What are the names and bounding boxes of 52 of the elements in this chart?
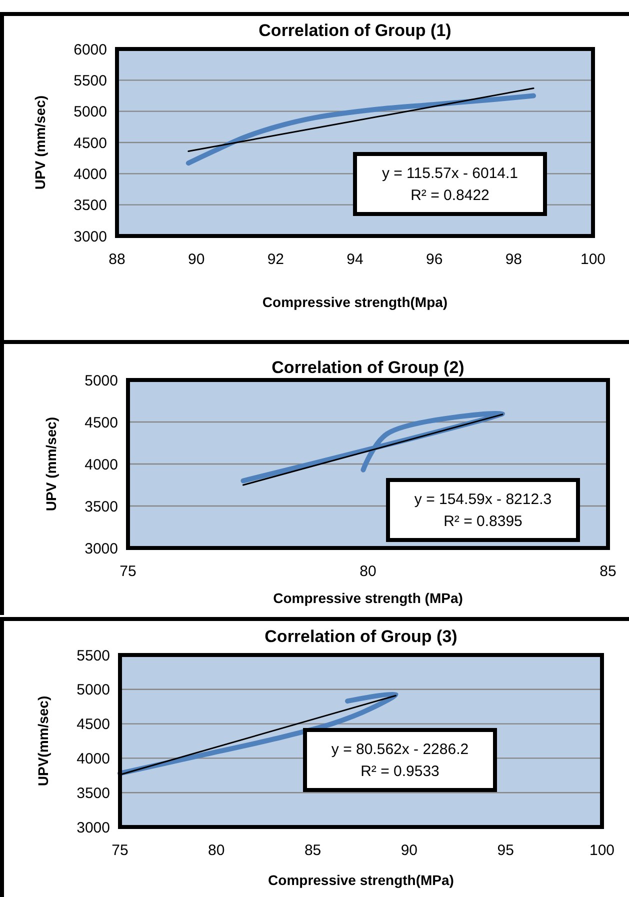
y-tick-label: 6000 (74, 41, 107, 58)
chart-title: Correlation of Group (1) (258, 21, 452, 40)
annotation: R² = 0.9533 (360, 763, 440, 780)
y-tick-label: 3500 (74, 197, 107, 214)
y-tick-label: 5500 (76, 647, 110, 664)
x-tick-label: 88 (108, 251, 126, 268)
y-axis-title: UPV(mm/sec) (35, 696, 51, 786)
x-tick-label: 85 (304, 842, 322, 859)
x-tick-label: 75 (120, 563, 136, 580)
y-axis-title: UPV (mm/sec) (32, 95, 48, 190)
annotation: y = 115.57x - 6014.1 (382, 165, 518, 182)
x-tick-label: 94 (346, 251, 364, 268)
x-tick-label: 80 (360, 563, 376, 580)
x-tick-label: 90 (188, 251, 205, 268)
x-tick-label: 98 (505, 251, 522, 268)
x-axis-title: Compressive strength(MPa) (268, 872, 454, 888)
annotation: y = 80.562x - 2286.2 (331, 741, 469, 758)
x-axis-title: Compressive strength (MPa) (273, 590, 463, 606)
x-axis-title: Compressive strength(Mpa) (262, 294, 448, 310)
y-tick-label: 3000 (74, 228, 107, 246)
y-tick-label: 5000 (76, 682, 110, 699)
y-tick-label: 3500 (76, 784, 110, 802)
y-tick-label: 3500 (84, 498, 118, 516)
x-tick-label: 75 (112, 842, 128, 859)
y-tick-label: 3000 (76, 819, 110, 836)
y-tick-label: 5000 (84, 372, 118, 390)
y-tick-label: 4500 (74, 134, 107, 152)
x-tick-label: 100 (589, 842, 615, 859)
x-tick-label: 85 (600, 563, 616, 580)
equation-text-box: y = 80.562x - 2286.2 R² = 0.9533 (303, 728, 497, 792)
x-tick-label: 90 (400, 842, 418, 859)
annotation: R² = 0.8422 (410, 187, 490, 204)
x-tick-label: 92 (267, 251, 284, 268)
x-tick-label: 96 (426, 251, 443, 268)
chart-title: Correlation of Group (3) (264, 627, 458, 646)
y-tick-label: 5500 (74, 72, 107, 90)
y-tick-label: 4000 (76, 750, 110, 768)
equation-text-box: y = 115.57x - 6014.1 R² = 0.8422 (353, 152, 547, 216)
y-axis-title: UPV (mm/sec) (43, 416, 59, 512)
x-tick-label: 80 (208, 842, 225, 859)
y-tick-label: 4000 (74, 166, 107, 183)
x-tick-label: 95 (497, 842, 514, 859)
equation-text-box: y = 154.59x - 8212.3 R² = 0.8395 (386, 478, 580, 542)
y-tick-label: 3000 (84, 540, 118, 558)
annotation: y = 154.59x - 8212.3 (414, 491, 552, 508)
y-tick-label: 5000 (74, 104, 107, 121)
y-tick-label: 4500 (84, 414, 118, 432)
x-tick-label: 100 (580, 251, 606, 268)
annotation: R² = 0.8395 (444, 513, 522, 530)
chart-title: Correlation of Group (2) (272, 358, 464, 377)
y-tick-label: 4500 (76, 716, 110, 734)
y-tick-label: 4000 (84, 456, 118, 474)
